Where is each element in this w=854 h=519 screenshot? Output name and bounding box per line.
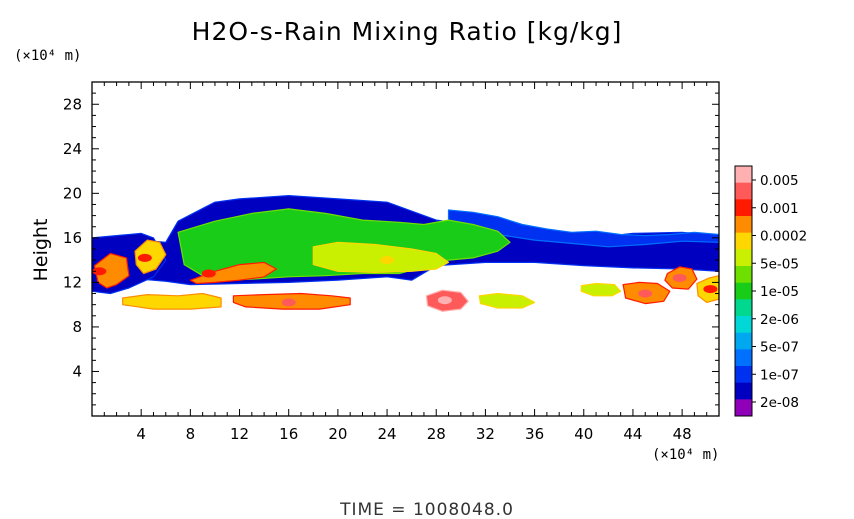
x-tick-label: 44 [623,425,642,443]
x-tick-label: 16 [279,425,298,443]
colorbar-swatch [735,316,752,333]
colorbar-label: 5e-05 [760,256,799,272]
x-tick-label: 32 [476,425,495,443]
colorbar-label: 2e-06 [760,312,799,328]
x-tick-label: 24 [378,425,397,443]
peak-cell [638,289,653,298]
y-unit-label: (×10⁴ m) [14,48,81,64]
colorbar-swatch [735,399,752,417]
colorbar-swatch [735,249,752,267]
colorbar-label: 1e-07 [760,367,799,383]
peak-cell [437,296,452,305]
field-anvil-top-strip [447,209,719,248]
time-footer: TIME = 1008048.0 [339,500,514,519]
x-unit-label: (×10⁴ m) [652,447,719,463]
y-tick-label: 8 [72,318,82,336]
colorbar-swatch [735,266,752,283]
field-core-orange-left [189,261,277,285]
colorbar-swatch [735,199,752,217]
x-tick-label: 12 [230,425,249,443]
y-tick-label: 16 [63,229,82,247]
colorbar-swatch [735,232,752,250]
field-lower-cell-41 [580,282,622,297]
field-lower-cell-33 [478,292,536,309]
colorbar: 0.005 0.001 0.0002 5e-05 1e-05 2e-06 5e-07 1e-0… [734,165,807,417]
colorbar-swatch [735,166,752,183]
colorbar-label: 2e-08 [760,395,799,411]
colorbar-swatch [735,182,752,200]
y-tick-label: 12 [63,273,82,291]
peak-cell [92,267,107,276]
x-tick-label: 4 [136,425,146,443]
colorbar-swatch [735,216,752,233]
peak-cell [672,273,687,282]
chart-title: H2O-s-Rain Mixing Ratio [kg/kg] [192,17,623,46]
y-tick-label: 28 [63,95,82,113]
field-core-yellow-center [312,241,450,273]
peak-cell [703,285,718,294]
y-tick-label: 4 [72,362,82,380]
x-tick-label: 40 [574,425,593,443]
x-tick-label: 8 [186,425,196,443]
colorbar-label: 1e-05 [760,284,799,300]
peak-cell [137,253,152,262]
colorbar-label: 0.005 [760,173,799,189]
peak-cell [380,256,395,265]
y-axis: 4 8 12 16 20 24 28 [63,92,719,406]
colorbar-swatch [735,332,752,350]
colorbar-swatch [735,282,752,300]
y-tick-label: 20 [63,184,82,202]
x-tick-label: 20 [328,425,347,443]
x-axis: 4 8 12 16 20 24 28 32 36 40 44 48 [103,82,708,443]
x-tick-label: 48 [673,425,692,443]
x-tick-label: 36 [525,425,544,443]
field-lower-band-1 [122,292,222,310]
colorbar-label: 0.001 [760,201,799,217]
colorbar-swatch [735,366,752,383]
colorbar-label: 0.0002 [760,229,807,245]
y-axis-label: Height [30,219,52,282]
plot-area [92,195,719,312]
colorbar-swatch [735,349,752,367]
peak-cell [281,298,296,307]
colorbar-swatch [735,382,752,400]
peak-cell [201,269,216,278]
x-tick-label: 28 [427,425,446,443]
colorbar-swatch [735,299,752,317]
y-tick-label: 24 [63,140,82,158]
field-arc-cell-left [93,252,130,289]
colorbar-label: 5e-07 [760,340,799,356]
